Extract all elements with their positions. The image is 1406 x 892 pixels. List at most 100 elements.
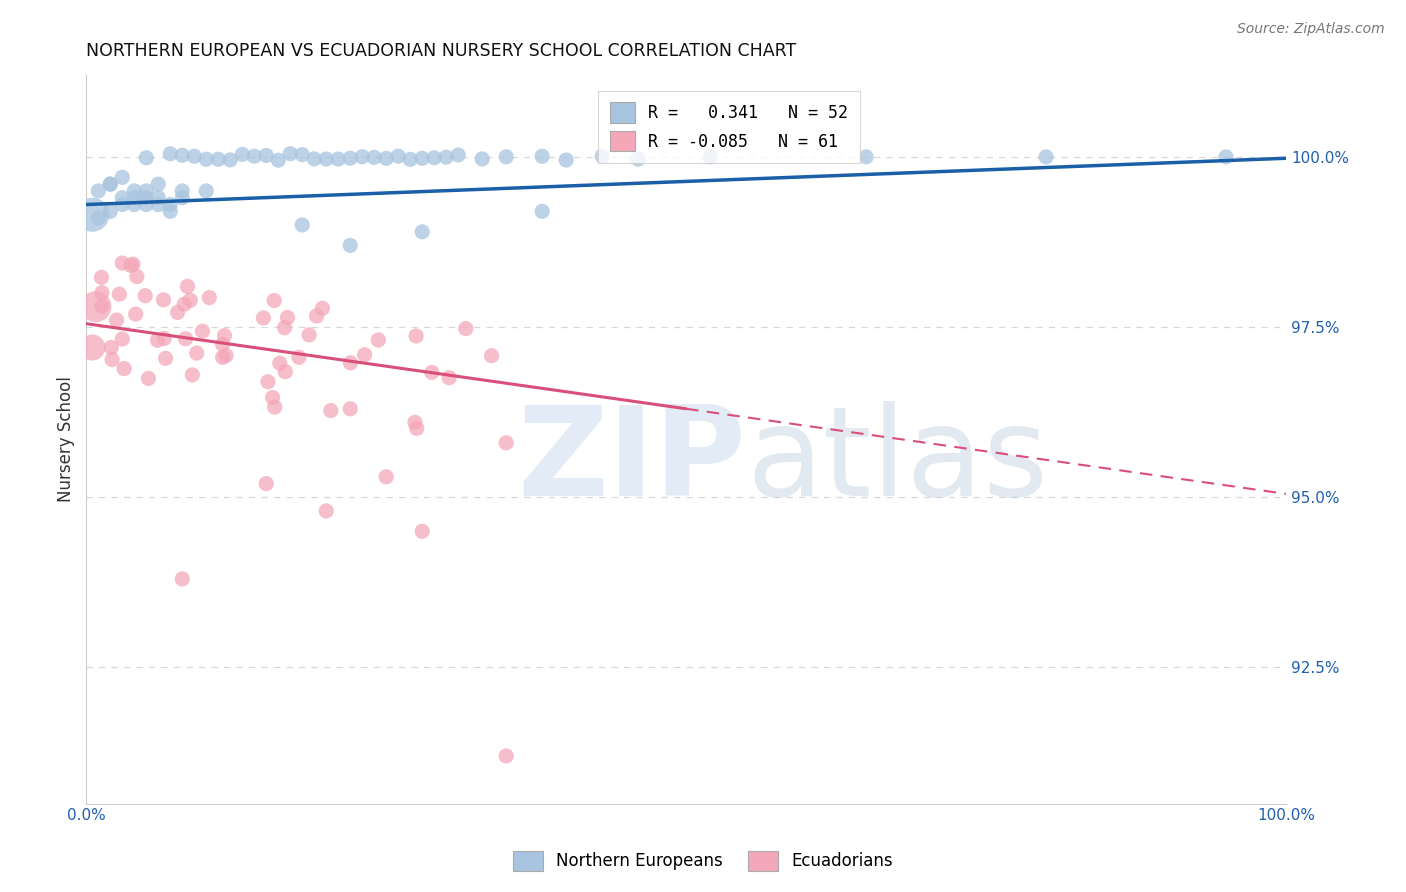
Point [181, 368, 204, 382]
Point [319, 403, 342, 417]
Point [124, 191, 146, 205]
Point [159, 146, 181, 161]
Point [423, 151, 446, 165]
Point [111, 191, 134, 205]
Point [195, 153, 218, 167]
Point [254, 148, 277, 162]
Point [186, 346, 208, 360]
Point [174, 332, 197, 346]
Point [172, 184, 194, 198]
Point [1035, 150, 1057, 164]
Point [855, 150, 877, 164]
Point [495, 748, 517, 763]
Point [100, 341, 122, 355]
Point [135, 197, 157, 211]
Point [173, 297, 195, 311]
Point [274, 365, 297, 379]
Point [411, 524, 433, 539]
Point [111, 256, 134, 270]
Point [105, 313, 128, 327]
Point [122, 257, 145, 271]
Point [454, 321, 477, 335]
Text: Source: ZipAtlas.com: Source: ZipAtlas.com [1237, 22, 1385, 37]
Point [495, 435, 517, 450]
Point [172, 191, 194, 205]
Point [135, 184, 157, 198]
Point [125, 307, 148, 321]
Point [179, 293, 201, 308]
Point [90, 299, 112, 313]
Point [302, 152, 325, 166]
Text: ZIP: ZIP [517, 401, 747, 522]
Point [87, 184, 110, 198]
Point [101, 352, 124, 367]
Point [148, 177, 170, 191]
Point [153, 331, 176, 345]
Point [411, 225, 433, 239]
Point [273, 320, 295, 334]
Point [82, 341, 104, 355]
Point [135, 151, 157, 165]
Point [108, 287, 131, 301]
Point [375, 151, 398, 165]
Point [1215, 150, 1237, 164]
Point [98, 204, 121, 219]
Point [211, 351, 233, 365]
Y-axis label: Nursery School: Nursery School [58, 376, 75, 502]
Point [471, 152, 494, 166]
Point [353, 348, 375, 362]
Point [531, 204, 554, 219]
Point [257, 375, 280, 389]
Point [172, 148, 194, 162]
Point [134, 289, 156, 303]
Point [148, 191, 170, 205]
Point [252, 310, 274, 325]
Point [434, 150, 457, 164]
Point [591, 149, 613, 163]
Point [155, 351, 177, 366]
Point [90, 270, 112, 285]
Point [84, 300, 107, 314]
Point [215, 348, 238, 362]
Point [367, 333, 389, 347]
Point [191, 324, 214, 338]
Point [481, 349, 503, 363]
Point [125, 269, 148, 284]
Point [159, 204, 181, 219]
Point [243, 149, 266, 163]
Point [399, 153, 422, 167]
Point [112, 361, 135, 376]
Point [91, 285, 114, 300]
Point [198, 291, 221, 305]
Point [254, 476, 277, 491]
Point [263, 293, 285, 308]
Point [98, 177, 121, 191]
Point [555, 153, 578, 167]
Point [339, 401, 361, 416]
Point [363, 150, 385, 164]
Point [172, 572, 194, 586]
Point [288, 351, 311, 365]
Point [146, 333, 169, 347]
Point [211, 337, 233, 351]
Point [120, 258, 142, 272]
Point [138, 371, 160, 385]
Point [627, 152, 650, 166]
Point [214, 328, 236, 343]
Point [699, 150, 721, 164]
Point [411, 151, 433, 165]
Point [315, 504, 337, 518]
Point [437, 370, 460, 384]
Point [405, 329, 427, 343]
Point [405, 421, 427, 435]
Point [352, 150, 374, 164]
Point [311, 301, 333, 316]
Point [195, 184, 218, 198]
Point [111, 332, 134, 346]
Legend: Northern Europeans, Ecuadorians: Northern Europeans, Ecuadorians [505, 842, 901, 880]
Point [152, 293, 174, 307]
Point [87, 211, 110, 226]
Legend: R =   0.341   N = 52, R = -0.085   N = 61: R = 0.341 N = 52, R = -0.085 N = 61 [599, 91, 860, 163]
Point [305, 309, 328, 323]
Text: atlas: atlas [747, 401, 1049, 522]
